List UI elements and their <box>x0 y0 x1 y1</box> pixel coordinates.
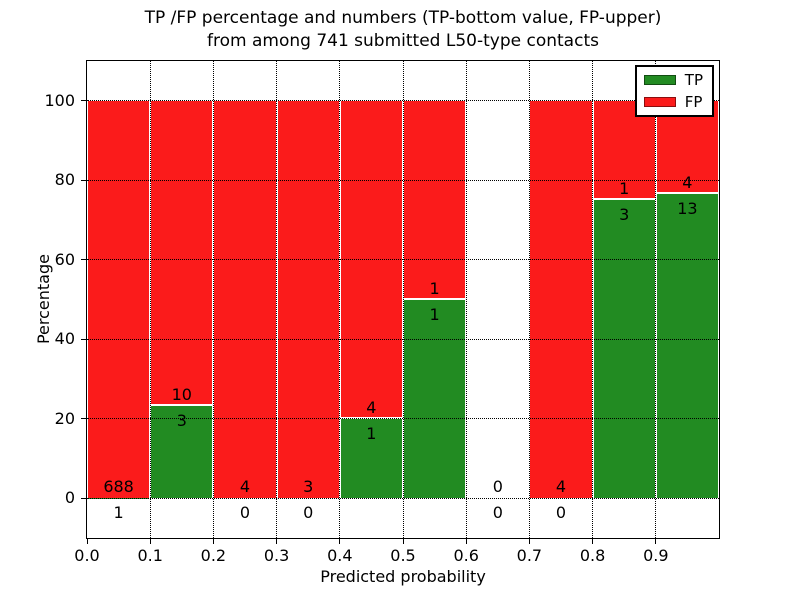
x-tick-label: 0.9 <box>643 546 669 565</box>
v-gridline <box>528 61 530 538</box>
x-tick-mark <box>465 539 467 544</box>
y-tick-mark <box>81 100 86 102</box>
x-axis-label: Predicted probability <box>320 567 486 586</box>
tp-bar-segment <box>404 299 466 499</box>
fp-bar-segment <box>340 100 402 417</box>
fp-count-label: 0 <box>492 477 503 497</box>
x-tick-label: 0.2 <box>200 546 227 565</box>
x-tick-mark <box>212 539 214 544</box>
plot-area: 688 1 10 3 4 0 3 0 4 1 1 1 0 0 4 0 1 3 4 13 TP FP <box>86 60 720 539</box>
fp-bar-segment <box>88 100 150 498</box>
tp-bar-segment <box>656 194 718 499</box>
y-tick-label: 40 <box>54 329 75 349</box>
bars-layer <box>87 61 719 538</box>
fp-count-label: 4 <box>555 477 567 497</box>
grid-layer <box>87 61 719 538</box>
y-tick-mark <box>81 497 86 499</box>
v-gridline <box>402 61 404 538</box>
y-tick-label: 0 <box>64 488 75 508</box>
x-tick-mark <box>339 539 341 544</box>
v-gridline <box>149 61 151 538</box>
tp-count-label: 1 <box>366 423 377 443</box>
x-tick-label: 0.7 <box>516 546 543 565</box>
tp-count-label: 0 <box>303 503 314 523</box>
y-tick-mark <box>81 338 86 340</box>
tp-count-label: 3 <box>619 205 630 225</box>
y-tick-mark <box>81 179 86 181</box>
y-axis-label-box: Percentage <box>34 229 54 369</box>
x-tick-label: 0.8 <box>579 546 606 565</box>
v-gridline <box>592 61 594 538</box>
fp-count-label: 10 <box>171 385 192 405</box>
tp-bar-segment <box>151 406 213 499</box>
v-gridline <box>212 61 214 538</box>
x-tick-label: 0.6 <box>453 546 479 565</box>
fp-count-label: 4 <box>366 397 377 417</box>
tp-count-label: 0 <box>492 503 503 523</box>
x-tick-mark <box>402 539 404 544</box>
tp-count-label: 0 <box>555 503 567 523</box>
x-tick-label: 0.1 <box>137 546 163 565</box>
tp-count-label: 1 <box>429 304 440 324</box>
x-tick-label: 0.0 <box>74 546 100 565</box>
x-tick-mark <box>528 539 530 544</box>
fp-bar-segment <box>214 100 276 499</box>
y-tick-label: 80 <box>54 170 75 190</box>
y-tick-label: 20 <box>54 408 75 428</box>
fp-bar-segment <box>404 100 466 298</box>
x-tick-label: 0.5 <box>390 546 416 565</box>
tp-count-label: 13 <box>677 199 698 219</box>
x-tick-label: 0.4 <box>327 546 353 565</box>
tp-bar-segment <box>340 418 402 499</box>
fp-count-label: 4 <box>682 173 693 193</box>
x-tick-mark <box>655 539 657 544</box>
chart-title: TP /FP percentage and numbers (TP-bottom… <box>87 7 719 53</box>
legend-entry-fp: FP <box>643 93 703 111</box>
fp-count-label: 3 <box>303 477 314 497</box>
fp-color-swatch <box>643 97 676 107</box>
x-tick-mark <box>276 539 278 544</box>
y-tick-mark <box>81 418 86 420</box>
tp-count-label: 0 <box>239 503 251 523</box>
x-tick-label: 0.3 <box>263 546 290 565</box>
tp-color-swatch <box>643 75 676 85</box>
v-gridline <box>655 61 657 538</box>
tp-count-label: 3 <box>176 411 187 431</box>
fp-count-label: 4 <box>239 477 251 497</box>
legend: TP FP <box>634 65 714 117</box>
y-tick-mark <box>81 259 86 261</box>
fp-count-label: 1 <box>429 278 440 298</box>
y-axis-label: Percentage <box>34 254 53 345</box>
legend-label-fp: FP <box>684 93 703 111</box>
y-tick-label: 60 <box>54 249 75 269</box>
fp-bar-segment <box>151 100 213 405</box>
v-gridline <box>465 61 467 538</box>
x-tick-mark <box>86 539 88 544</box>
v-gridline <box>339 61 341 538</box>
x-tick-mark <box>149 539 151 544</box>
tp-count-label: 1 <box>113 502 124 522</box>
bar-labels-layer: 688 1 10 3 4 0 3 0 4 1 1 1 0 0 4 0 1 3 4 13 <box>87 61 719 538</box>
legend-label-tp: TP <box>684 71 703 89</box>
x-tick-mark <box>592 539 594 544</box>
fp-count-label: 688 <box>103 476 134 496</box>
chart-title-line1: TP /FP percentage and numbers (TP-bottom… <box>144 8 662 28</box>
fp-bar-segment <box>277 100 339 499</box>
tp-bar-segment <box>593 200 655 499</box>
chart-title-line2: from among 741 submitted L50-type contac… <box>207 31 599 51</box>
v-gridline <box>276 61 278 538</box>
legend-entry-tp: TP <box>643 71 703 89</box>
fp-bar-segment <box>530 100 592 499</box>
fp-count-label: 1 <box>619 179 630 199</box>
y-tick-label: 100 <box>44 90 75 110</box>
